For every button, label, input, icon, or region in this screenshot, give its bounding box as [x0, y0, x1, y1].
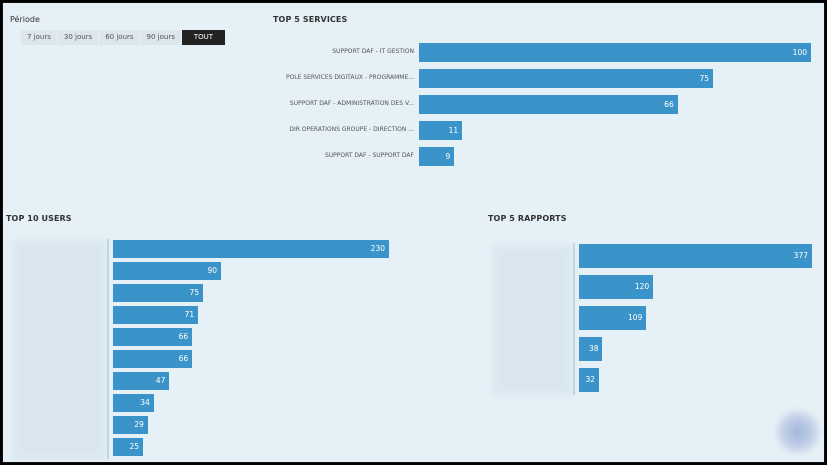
user-bar[interactable]: 230: [113, 240, 389, 258]
user-bar[interactable]: 71: [113, 306, 199, 324]
user-bar[interactable]: 75: [113, 284, 203, 302]
user-bar-value: 34: [140, 398, 150, 407]
user-bar-value: 66: [178, 332, 189, 341]
period-tab-90-jours[interactable]: 90 jours: [140, 30, 182, 45]
user-bar-value: 47: [155, 376, 166, 385]
service-label: POLE SERVICES DIGITAUX - PROGRAMME...: [285, 74, 414, 81]
user-bar[interactable]: 66: [113, 328, 193, 346]
report-bar-value: 32: [585, 375, 595, 384]
user-bar-value: 75: [189, 288, 199, 297]
user-bar[interactable]: 29: [113, 416, 148, 434]
user-bar-value: 71: [184, 310, 195, 319]
services-chart-title: TOP 5 SERVICES: [273, 15, 348, 24]
period-tab-tout[interactable]: TOUT: [181, 30, 227, 45]
service-bar-value: 75: [699, 74, 709, 83]
service-bar[interactable]: 75: [419, 69, 713, 88]
user-bar-value: 66: [178, 354, 189, 363]
report-bar-value: 38: [588, 344, 599, 353]
period-filter-tabs: 7 jours 30 jours 60 jours 90 jours TOUT: [21, 30, 227, 45]
period-filter-label: Période: [10, 15, 40, 24]
period-tab-60-jours[interactable]: 60 jours: [99, 30, 141, 45]
report-bar[interactable]: 120: [579, 275, 654, 299]
report-bar-value: 377: [793, 251, 808, 260]
report-bar-value: 120: [634, 282, 650, 291]
user-bar-value: 230: [370, 244, 385, 253]
user-bar-value: 29: [134, 420, 144, 429]
user-bar[interactable]: 25: [113, 438, 143, 456]
service-label: SUPPORT DAF - SUPPORT DAF: [324, 152, 414, 159]
service-bar[interactable]: 11: [419, 121, 463, 140]
reports-chart-title: TOP 5 RAPPORTS: [488, 214, 567, 223]
service-label: DIR OPERATIONS GROUPE - DIRECTION ...: [289, 126, 414, 133]
service-bar[interactable]: 100: [419, 43, 811, 62]
report-bar[interactable]: 32: [579, 368, 599, 392]
report-bar[interactable]: 38: [579, 337, 603, 361]
period-tab-30-jours[interactable]: 30 jours: [57, 30, 100, 45]
users-labels-redacted: [13, 241, 107, 459]
service-bar[interactable]: 9: [419, 147, 455, 166]
service-bar-value: 100: [792, 48, 807, 57]
user-bar[interactable]: 34: [113, 394, 154, 412]
report-bar[interactable]: 377: [579, 244, 812, 268]
user-avatar-blurred: [777, 411, 819, 453]
users-axis: [107, 239, 109, 459]
service-label: SUPPORT DAF - ADMINISTRATION DES V...: [289, 100, 414, 107]
users-chart-title: TOP 10 USERS: [6, 214, 72, 223]
period-tab-7-jours[interactable]: 7 jours: [21, 30, 58, 45]
reports-labels-redacted: [493, 245, 573, 395]
user-bar[interactable]: 47: [113, 372, 170, 390]
service-label: SUPPORT DAF - IT GESTION: [332, 48, 414, 55]
service-bar-value: 9: [445, 152, 451, 161]
user-bar-value: 25: [129, 442, 139, 451]
report-bar[interactable]: 109: [579, 306, 647, 330]
user-bar[interactable]: 90: [113, 262, 221, 280]
user-bar-value: 90: [207, 266, 217, 275]
service-bar[interactable]: 66: [419, 95, 678, 114]
user-bar[interactable]: 66: [113, 350, 193, 368]
service-bar-value: 66: [664, 100, 674, 109]
report-bar-value: 109: [628, 313, 643, 322]
reports-axis: [573, 243, 575, 395]
service-bar-value: 11: [448, 126, 459, 135]
